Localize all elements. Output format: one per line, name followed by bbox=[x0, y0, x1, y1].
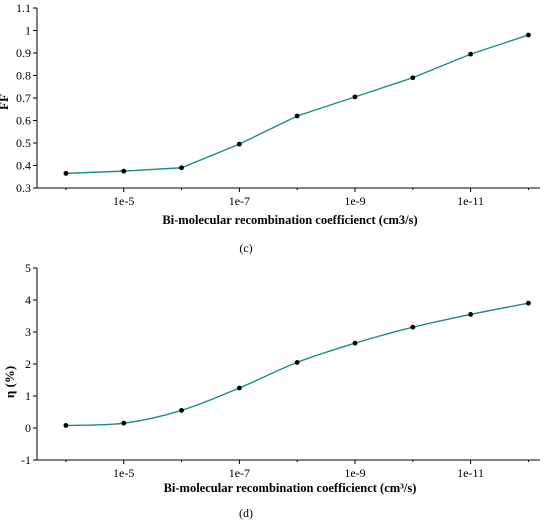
y-tick-label: 0.7 bbox=[16, 91, 31, 105]
data-point bbox=[121, 420, 127, 426]
y-tick-label: 0.3 bbox=[16, 181, 31, 195]
data-point bbox=[410, 75, 416, 81]
x-tick-label: 1e-11 bbox=[457, 194, 484, 208]
data-point bbox=[179, 408, 184, 413]
y-tick-label: 3 bbox=[25, 325, 31, 339]
x-ticks-c: 1e-5 1e-7 1e-9 1e-11 bbox=[65, 188, 529, 208]
y-axis-label-c: FF bbox=[0, 94, 11, 110]
y-tick-label: -1 bbox=[21, 453, 31, 467]
data-point bbox=[294, 360, 300, 365]
data-point bbox=[236, 141, 242, 147]
data-point bbox=[63, 423, 69, 428]
data-point bbox=[468, 51, 474, 57]
data-point bbox=[352, 94, 358, 100]
x-tick-label: 1e-7 bbox=[229, 466, 250, 480]
y-tick-label: 0.8 bbox=[16, 69, 31, 83]
x-tick-label: 1e-7 bbox=[229, 194, 250, 208]
data-points-d bbox=[63, 300, 531, 428]
y-axis-label-d: η (%) bbox=[2, 366, 17, 398]
x-tick-label: 1e-11 bbox=[457, 466, 484, 480]
y-tick-label: 2 bbox=[25, 357, 31, 371]
panel-label-c: (c) bbox=[239, 241, 252, 255]
data-points-c bbox=[63, 32, 531, 176]
data-point bbox=[468, 312, 474, 317]
y-tick-label: 0.5 bbox=[16, 136, 31, 150]
data-point bbox=[526, 300, 531, 306]
y-tick-label: 5 bbox=[25, 261, 31, 275]
data-point bbox=[294, 113, 300, 119]
y-tick-label: 0 bbox=[25, 421, 31, 435]
data-point bbox=[352, 340, 358, 346]
x-axis-label-d: Bi-molecular recombination coefficienct … bbox=[164, 481, 417, 495]
data-point bbox=[121, 168, 127, 174]
y-tick-label: 1 bbox=[25, 24, 31, 38]
series-line-c bbox=[65, 34, 529, 175]
data-point bbox=[179, 165, 184, 171]
x-tick-label: 1e-9 bbox=[344, 194, 365, 208]
x-tick-label: 1e-5 bbox=[113, 466, 134, 480]
x-tick-label: 1e-5 bbox=[113, 194, 134, 208]
data-point bbox=[63, 170, 69, 176]
y-tick-label: 4 bbox=[25, 293, 31, 307]
y-tick-label: 0.9 bbox=[16, 46, 31, 60]
data-point bbox=[410, 324, 416, 330]
y-tick-label: 1.1 bbox=[16, 1, 31, 15]
y-tick-label: 1 bbox=[25, 389, 31, 403]
x-axis-label-c: Bi-molecular recombination coefficienct … bbox=[162, 213, 417, 227]
y-tick-label: 0.4 bbox=[16, 159, 31, 173]
y-ticks-c: 0.3 0.4 0.5 0.6 0.7 0.8 0.9 1 1.1 bbox=[16, 1, 37, 195]
y-ticks-d: -1 0 1 2 3 4 5 bbox=[21, 261, 37, 467]
panel-label-d: (d) bbox=[239, 506, 253, 520]
chart-c: 0.30.40.50.60.70.80.911.1 1e-5 1e-7 1e-9 1e… bbox=[0, 1, 540, 255]
y-tick-label: 0.6 bbox=[16, 114, 31, 128]
data-point bbox=[236, 385, 242, 391]
x-ticks-d: 1e-5 1e-7 1e-9 1e-11 bbox=[65, 460, 529, 480]
chart-d: -1 0 1 2 3 4 5 1e-5 1e-7 1e-9 1e-11 η (%) Bi-mole… bbox=[2, 261, 540, 520]
x-tick-label: 1e-9 bbox=[344, 466, 365, 480]
data-point bbox=[526, 32, 531, 38]
